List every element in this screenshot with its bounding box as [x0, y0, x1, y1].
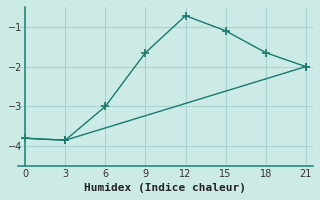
- X-axis label: Humidex (Indice chaleur): Humidex (Indice chaleur): [84, 183, 246, 193]
